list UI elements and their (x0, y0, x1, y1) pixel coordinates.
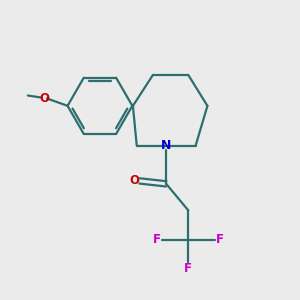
Text: F: F (152, 233, 160, 246)
Text: O: O (40, 92, 50, 105)
Text: F: F (216, 233, 224, 246)
Text: N: N (161, 139, 171, 152)
Text: O: O (129, 174, 140, 188)
Text: F: F (184, 262, 192, 275)
